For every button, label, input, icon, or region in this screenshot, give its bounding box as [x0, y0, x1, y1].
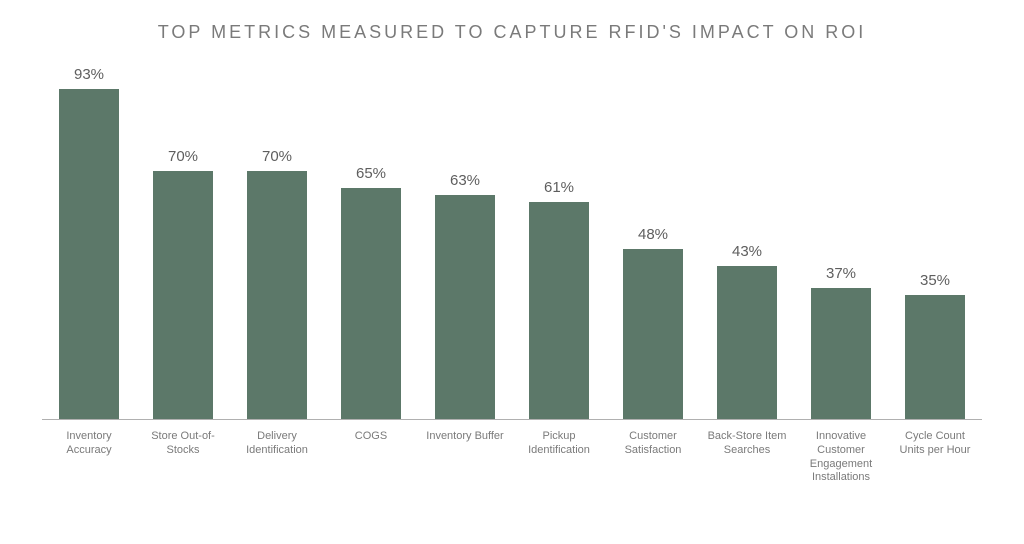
bar	[811, 288, 871, 419]
bar-value-label: 35%	[920, 272, 950, 289]
bar	[905, 295, 965, 419]
chart-area: 93% 70% 70% 65% 63% 61% 48% 43% 37% 35% Inventory…	[42, 65, 982, 505]
bar	[717, 266, 777, 419]
bar-value-label: 93%	[74, 66, 104, 83]
x-axis-label: Back-Store Item Searches	[703, 430, 791, 458]
bar-group: 61%	[529, 179, 589, 419]
chart-plot: 93% 70% 70% 65% 63% 61% 48% 43% 37% 35%	[42, 65, 982, 420]
x-axis-label: COGS	[327, 430, 415, 444]
bar	[341, 188, 401, 419]
x-axis-label: Cycle Count Units per Hour	[891, 430, 979, 458]
bar-group: 63%	[435, 172, 495, 419]
bar-value-label: 63%	[450, 172, 480, 189]
bar-value-label: 37%	[826, 265, 856, 282]
bar-group: 70%	[247, 148, 307, 420]
bar-value-label: 70%	[262, 148, 292, 165]
x-axis-label: Pickup Identification	[515, 430, 603, 458]
bar-value-label: 48%	[638, 226, 668, 243]
bar-value-label: 43%	[732, 243, 762, 260]
bar-group: 48%	[623, 226, 683, 419]
bar-group: 65%	[341, 165, 401, 419]
bar-group: 37%	[811, 265, 871, 419]
x-axis-label: Customer Satisfaction	[609, 430, 697, 458]
bar	[59, 89, 119, 419]
x-axis-label: Inventory Buffer	[421, 430, 509, 444]
x-axis-label: Store Out-of-Stocks	[139, 430, 227, 458]
bar-value-label: 70%	[168, 148, 198, 165]
x-axis-labels: Inventory AccuracyStore Out-of-StocksDel…	[42, 430, 982, 500]
x-axis-label: Innovative Customer Engagement Installat…	[797, 430, 885, 485]
bar	[529, 202, 589, 419]
bar-group: 70%	[153, 148, 213, 420]
bar-value-label: 61%	[544, 179, 574, 196]
bar-group: 35%	[905, 272, 965, 419]
bar	[623, 249, 683, 419]
bar-value-label: 65%	[356, 165, 386, 182]
bar	[435, 195, 495, 419]
x-axis-label: Delivery Identification	[233, 430, 321, 458]
bar-group: 43%	[717, 243, 777, 419]
x-axis-label: Inventory Accuracy	[45, 430, 133, 458]
chart-title: TOP METRICS MEASURED TO CAPTURE RFID'S I…	[0, 0, 1024, 53]
bar	[247, 171, 307, 420]
bar	[153, 171, 213, 420]
bar-group: 93%	[59, 66, 119, 419]
